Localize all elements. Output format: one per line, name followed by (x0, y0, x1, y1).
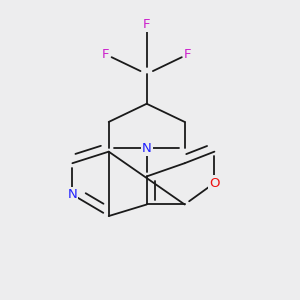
Text: N: N (142, 142, 152, 155)
Text: F: F (184, 48, 192, 61)
Text: F: F (143, 18, 150, 31)
Text: N: N (68, 188, 77, 201)
Text: O: O (209, 176, 220, 190)
Text: F: F (102, 48, 109, 61)
